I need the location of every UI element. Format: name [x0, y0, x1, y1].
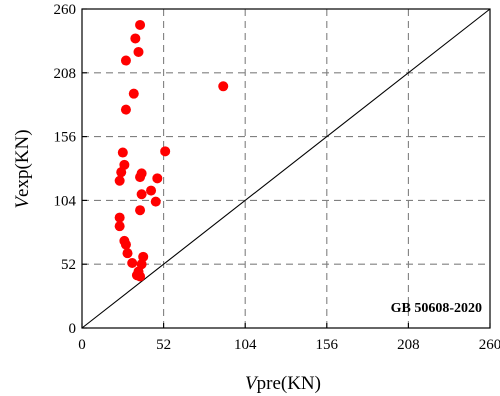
- reference-line: [81, 8, 491, 329]
- data-point: [218, 81, 229, 92]
- data-point: [150, 196, 161, 207]
- y-tick-label: 0: [69, 321, 77, 337]
- data-point: [135, 172, 146, 183]
- data-point: [120, 239, 131, 250]
- data-point: [135, 205, 146, 216]
- y-tick-label: 156: [54, 130, 77, 146]
- data-point: [120, 104, 131, 115]
- grid-lines: [82, 9, 490, 328]
- data-point: [135, 271, 146, 282]
- reference-line-group: [81, 8, 491, 329]
- data-point: [136, 189, 147, 200]
- y-axis-label-italic: V: [12, 195, 33, 209]
- x-tick-label: 0: [78, 337, 86, 353]
- x-tick-label: 104: [234, 337, 257, 353]
- plot-border: [81, 8, 491, 329]
- data-point: [152, 173, 163, 184]
- y-tick-label: 208: [54, 66, 77, 82]
- data-point: [133, 46, 144, 57]
- y-axis-label-rest: exp(KN): [12, 129, 33, 197]
- x-axis-label-rest: pre(KN): [257, 373, 321, 394]
- data-point: [114, 175, 125, 186]
- data-point: [128, 88, 139, 99]
- y-tick-label: 52: [61, 257, 76, 273]
- plot-frame: [81, 8, 491, 329]
- chart-annotation: GB 50608-2020: [391, 301, 482, 316]
- x-axis-label-italic: V: [245, 373, 259, 394]
- x-axis-label: Vpre(KN): [245, 373, 321, 394]
- data-point: [117, 147, 128, 158]
- data-point: [160, 146, 171, 157]
- x-tick-label: 52: [156, 337, 171, 353]
- y-tick-label: 260: [54, 2, 77, 18]
- y-tick-label: 104: [54, 193, 77, 209]
- data-point: [127, 257, 138, 268]
- data-points: [114, 19, 229, 282]
- data-point: [135, 19, 146, 30]
- axis-ticks: 00 52 52 104 104 156 156 208 208 260 260: [54, 2, 500, 353]
- data-point: [120, 55, 131, 66]
- data-point: [122, 248, 133, 259]
- x-tick-label: 208: [397, 337, 420, 353]
- data-point: [146, 185, 157, 196]
- data-point: [116, 167, 127, 178]
- x-tick-label: 156: [316, 337, 339, 353]
- data-point: [114, 212, 125, 223]
- data-point: [130, 33, 141, 44]
- data-point: [114, 221, 125, 232]
- y-axis-label: Vexp(KN): [12, 129, 33, 208]
- x-tick-label: 260: [479, 337, 500, 353]
